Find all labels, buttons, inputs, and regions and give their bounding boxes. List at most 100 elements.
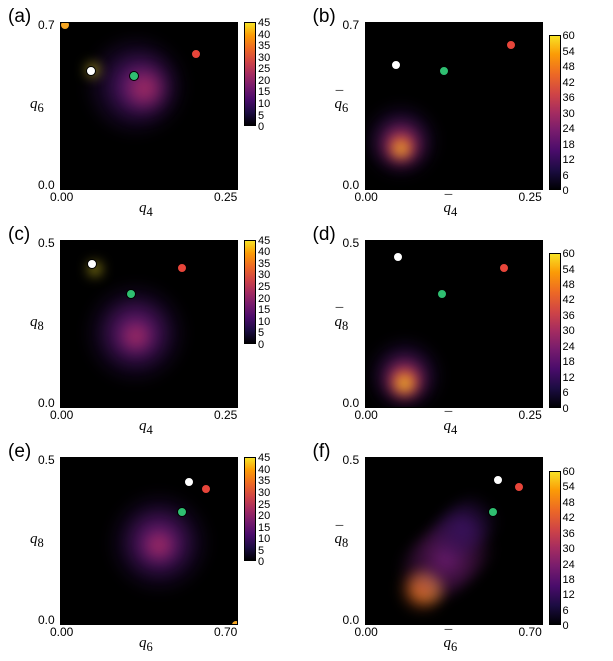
y-tick: 0.5 [343, 453, 360, 467]
x-axis-label: q4 [139, 418, 153, 438]
colorbar-tick: 45 [255, 17, 270, 29]
panel-f: (f)q¯8q¯60.000.700.00.506121824303642485… [307, 439, 612, 657]
x-tick: 0.25 [214, 190, 237, 204]
colorbar-tick: 0 [255, 339, 264, 351]
panel-label: (c) [8, 224, 30, 246]
plot-area [60, 457, 238, 625]
colorbar-tick: 12 [560, 372, 575, 384]
colorbar-tick: 45 [255, 235, 270, 247]
colorbar-tick: 0 [255, 121, 264, 133]
plot-area [365, 457, 543, 625]
plot-area [60, 240, 238, 408]
colorbar-tick: 30 [560, 543, 575, 555]
colorbar-tick: 0 [560, 185, 569, 197]
colorbar-tick: 48 [560, 61, 575, 73]
x-tick: 0.70 [519, 625, 542, 639]
colorbar: 051015202530354045 [244, 22, 256, 126]
y-tick: 0.5 [343, 236, 360, 250]
red-marker [514, 482, 524, 492]
y-tick: 0.0 [38, 178, 55, 192]
colorbar-tick: 20 [255, 510, 270, 522]
x-axis-label: q6 [139, 635, 153, 655]
colorbar-tick: 5 [255, 545, 264, 557]
colorbar-tick: 5 [255, 110, 264, 122]
x-tick: 0.00 [50, 625, 73, 639]
red-marker [177, 263, 187, 273]
colorbar-tick: 40 [255, 246, 270, 258]
colorbar-tick: 36 [560, 92, 575, 104]
colorbar-tick: 18 [560, 356, 575, 368]
colorbar-tick: 48 [560, 279, 575, 291]
colorbar-tick: 6 [560, 170, 569, 182]
colorbar-tick: 54 [560, 46, 575, 58]
colorbar-gradient [245, 458, 255, 560]
colorbar-gradient [245, 23, 255, 125]
colorbar-tick: 6 [560, 605, 569, 617]
y-axis-label: q8 [30, 531, 44, 551]
colorbar-tick: 15 [255, 304, 270, 316]
colorbar-tick: 30 [255, 269, 270, 281]
colorbar-tick: 25 [255, 499, 270, 511]
colorbar: 06121824303642485460 [549, 253, 561, 408]
x-tick: 0.00 [355, 625, 378, 639]
panel-c: (c)q8q40.000.250.00.5051015202530354045 [2, 222, 307, 440]
colorbar: 051015202530354045 [244, 457, 256, 561]
white-marker [86, 66, 96, 76]
colorbar: 06121824303642485460 [549, 35, 561, 190]
colorbar-tick: 35 [255, 475, 270, 487]
y-tick: 0.0 [343, 178, 360, 192]
colorbar-gradient [550, 472, 560, 625]
green-marker [439, 66, 449, 76]
x-tick: 0.00 [355, 408, 378, 422]
red-marker [191, 49, 201, 59]
white-marker [184, 477, 194, 487]
colorbar-tick: 54 [560, 264, 575, 276]
y-tick: 0.5 [38, 453, 55, 467]
colorbar-tick: 5 [255, 327, 264, 339]
colorbar-tick: 40 [255, 464, 270, 476]
panel-label: (d) [313, 224, 336, 246]
colorbar-tick: 6 [560, 387, 569, 399]
colorbar-tick: 24 [560, 559, 575, 571]
y-tick: 0.7 [38, 18, 55, 32]
colorbar-tick: 0 [560, 403, 569, 415]
orange-marker [60, 22, 70, 30]
colorbar: 06121824303642485460 [549, 471, 561, 626]
red-marker [506, 40, 516, 50]
green-marker [488, 507, 498, 517]
x-tick: 0.25 [519, 408, 542, 422]
colorbar-tick: 15 [255, 86, 270, 98]
colorbar-tick: 0 [560, 620, 569, 632]
y-axis-label: q¯6 [335, 96, 349, 116]
colorbar-tick: 15 [255, 522, 270, 534]
panel-b: (b)q¯6q¯40.000.250.00.706121824303642485… [307, 4, 612, 222]
y-tick: 0.0 [343, 613, 360, 627]
green-marker [126, 289, 136, 299]
colorbar-tick: 45 [255, 452, 270, 464]
red-marker [201, 484, 211, 494]
green-marker [437, 289, 447, 299]
colorbar-tick: 54 [560, 481, 575, 493]
y-axis-label: q¯8 [335, 314, 349, 334]
white-marker [391, 60, 401, 70]
colorbar-tick: 30 [255, 487, 270, 499]
plot-area [365, 240, 543, 408]
panel-label: (b) [313, 6, 336, 28]
colorbar-tick: 42 [560, 512, 575, 524]
white-marker [493, 475, 503, 485]
y-tick: 0.7 [343, 18, 360, 32]
colorbar-tick: 24 [560, 341, 575, 353]
colorbar-gradient [245, 241, 255, 343]
colorbar-tick: 30 [255, 52, 270, 64]
x-tick: 0.00 [50, 190, 73, 204]
panel-e: (e)q8q60.000.700.00.5051015202530354045 [2, 439, 307, 657]
colorbar-tick: 42 [560, 77, 575, 89]
colorbar-tick: 48 [560, 497, 575, 509]
x-tick: 0.00 [50, 408, 73, 422]
x-axis-label: q4 [139, 200, 153, 220]
panel-a: (a)q6q40.000.250.00.7051015202530354045 [2, 4, 307, 222]
plot-area [60, 22, 238, 190]
panel-label: (e) [8, 441, 31, 463]
colorbar-gradient [550, 254, 560, 407]
colorbar-tick: 42 [560, 294, 575, 306]
